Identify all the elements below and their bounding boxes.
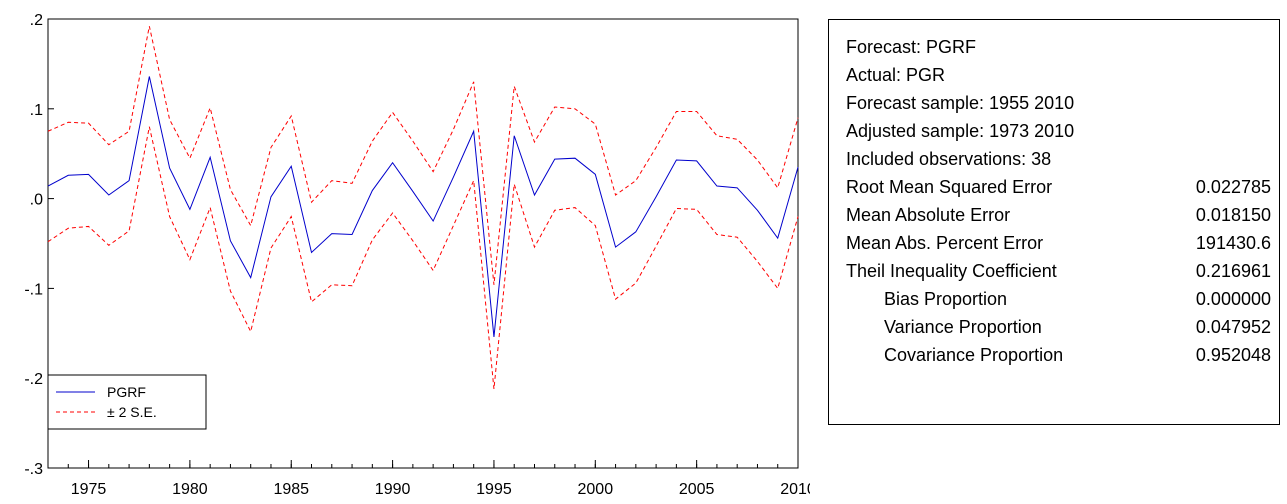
- stat-label: Bias Proportion: [884, 289, 1008, 309]
- legend-box: [47, 374, 207, 430]
- series-layer: [47, 26, 799, 390]
- forecast-evaluation-box: Forecast: PGRF Actual: PGR Forecast samp…: [828, 19, 1280, 425]
- stat-label: Covariance Proportion: [884, 345, 1064, 365]
- stat-label: Variance Proportion: [884, 317, 1042, 337]
- legend: PGRF ± 2 S.E.: [47, 374, 207, 430]
- stat-label: Mean Abs. Percent Error: [846, 233, 1044, 253]
- x-tick-label: 1980: [172, 481, 208, 498]
- stat-included-observations: Included observations: 38: [846, 149, 1052, 169]
- legend-label-pgrf: PGRF: [107, 384, 146, 400]
- x-tick-label: 2010: [780, 481, 810, 498]
- y-tick-label: -.2: [24, 371, 43, 388]
- y-tick-label: .2: [30, 12, 43, 29]
- stat-forecast: Forecast: PGRF: [846, 37, 977, 57]
- stat-actual: Actual: PGR: [846, 65, 946, 85]
- series-upper-band: [47, 26, 799, 285]
- y-tick-label: .0: [30, 192, 43, 209]
- stat-label: Root Mean Squared Error: [846, 177, 1053, 197]
- stat-adjusted-sample: Adjusted sample: 1973 2010: [846, 121, 1075, 141]
- x-tick-label: 2000: [578, 481, 614, 498]
- y-tick-label: .1: [30, 102, 43, 119]
- stat-label: Theil Inequality Coefficient: [846, 261, 1057, 281]
- series-lower-band: [47, 126, 799, 390]
- series-pgrf: [47, 76, 799, 337]
- stat-value: 0.047952: [1195, 317, 1271, 337]
- stat-value: 0.022785: [1195, 177, 1271, 197]
- stat-value: 0.018150: [1195, 205, 1271, 225]
- stat-value: 0.952048: [1195, 345, 1271, 365]
- stat-value: 0.216961: [1195, 261, 1271, 281]
- x-tick-label: 2005: [679, 481, 715, 498]
- stat-value: 191430.6: [1195, 233, 1271, 253]
- x-tick-label: 1990: [375, 481, 411, 498]
- stat-value: 0.000000: [1195, 289, 1271, 309]
- stat-forecast-sample: Forecast sample: 1955 2010: [846, 93, 1075, 113]
- forecast-chart: .2 .1 .0 -.1 -.2 -.3 1975 1980 1985 1990 1995 2000 2…: [24, 12, 810, 498]
- stat-label: Mean Absolute Error: [846, 205, 1011, 225]
- x-tick-label: 1985: [273, 481, 309, 498]
- x-tick-label: 1995: [476, 481, 512, 498]
- legend-label-se-band: ± 2 S.E.: [107, 404, 157, 420]
- axis-layer: .2 .1 .0 -.1 -.2 -.3 1975 1980 1985 1990 1995 2000 2…: [24, 12, 810, 498]
- y-tick-label: -.3: [24, 461, 43, 478]
- y-tick-label: -.1: [24, 281, 43, 298]
- plot-frame: [47, 18, 799, 469]
- x-tick-label: 1975: [71, 481, 107, 498]
